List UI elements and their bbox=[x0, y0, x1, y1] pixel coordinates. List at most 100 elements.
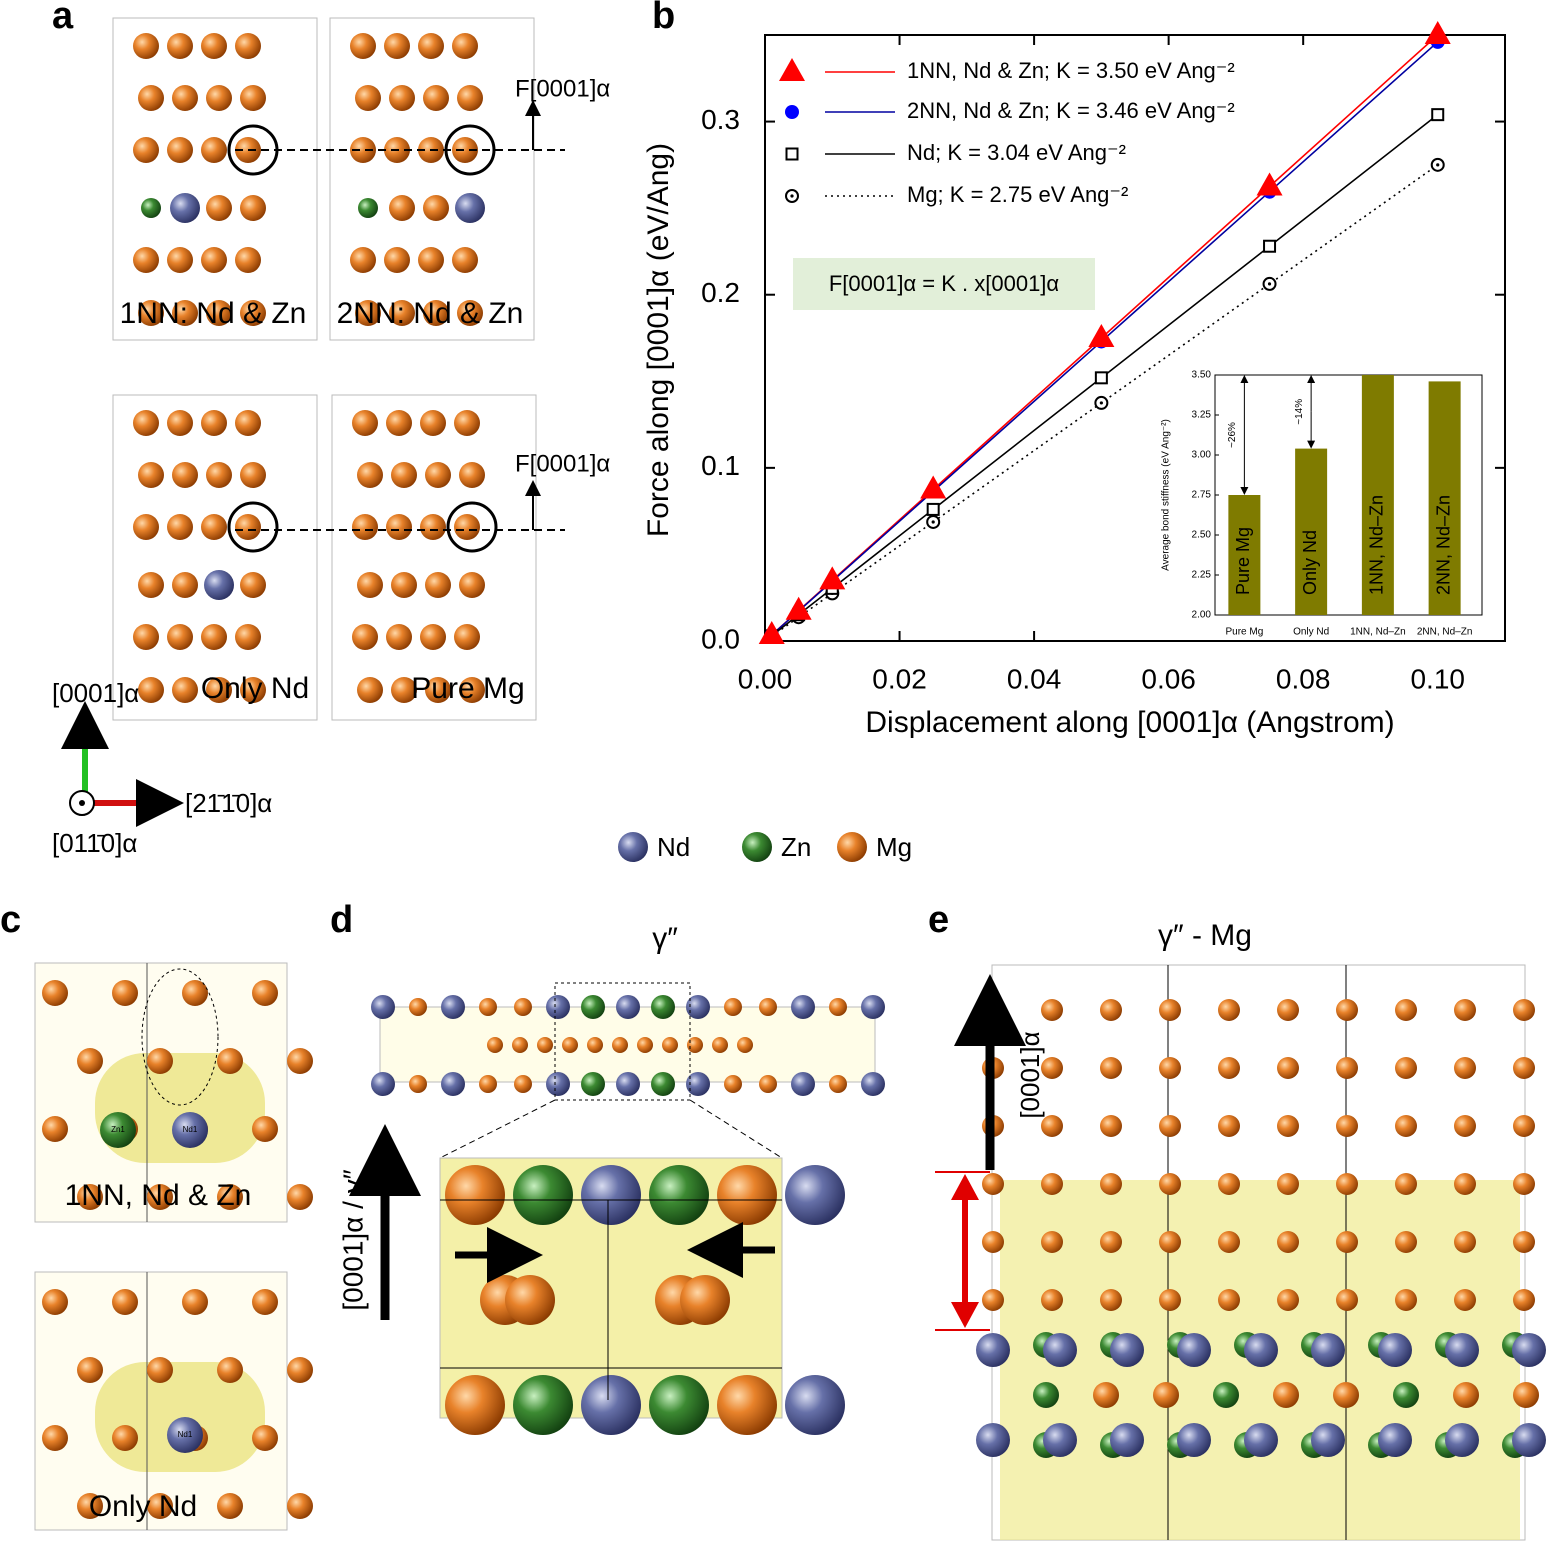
cell-box bbox=[329, 17, 535, 341]
atom bbox=[712, 1037, 728, 1053]
atom bbox=[352, 410, 378, 436]
x-tick-label: 1NN, Nd–Zn bbox=[1350, 627, 1406, 638]
atom bbox=[1273, 1382, 1299, 1408]
atom bbox=[201, 247, 227, 273]
atom bbox=[352, 514, 378, 540]
zoom-frame bbox=[554, 982, 691, 1101]
label: Only Nd bbox=[89, 1490, 197, 1523]
atom bbox=[384, 247, 410, 273]
atom bbox=[167, 410, 193, 436]
atom bbox=[1033, 1382, 1059, 1408]
atom bbox=[357, 677, 383, 703]
atom bbox=[133, 410, 159, 436]
atom bbox=[172, 1112, 208, 1148]
atom bbox=[1336, 1289, 1358, 1311]
atom bbox=[1100, 999, 1122, 1021]
y-tick-label: 0.1 bbox=[701, 450, 740, 481]
atom bbox=[1454, 1173, 1476, 1195]
bar bbox=[1295, 448, 1328, 615]
x-axis-title: Displacement along [0001]α (Angstrom) bbox=[865, 706, 1394, 739]
atom bbox=[612, 1037, 628, 1053]
atom bbox=[651, 1072, 675, 1096]
atom bbox=[167, 33, 193, 59]
atom bbox=[441, 995, 465, 1019]
atom bbox=[1177, 1333, 1211, 1367]
atom bbox=[1218, 1289, 1240, 1311]
highlight-ring bbox=[227, 501, 279, 553]
atom bbox=[1110, 1423, 1144, 1457]
atom bbox=[459, 572, 485, 598]
atom bbox=[455, 193, 485, 223]
legend-label: Mg bbox=[876, 832, 912, 862]
guide-line bbox=[689, 1099, 783, 1159]
atom bbox=[201, 33, 227, 59]
atom bbox=[423, 85, 449, 111]
bar-label: 2NN, Nd–Zn bbox=[1433, 495, 1453, 595]
atom bbox=[138, 462, 164, 488]
atom bbox=[217, 1048, 243, 1074]
atom bbox=[1513, 1173, 1535, 1195]
x-tick-label: 0.04 bbox=[1007, 663, 1062, 694]
atom bbox=[357, 572, 383, 598]
atom bbox=[562, 1037, 578, 1053]
atom bbox=[423, 300, 449, 326]
marker bbox=[926, 502, 940, 516]
atom bbox=[452, 247, 478, 273]
atom bbox=[141, 198, 161, 218]
atom bbox=[172, 677, 198, 703]
legend-marker bbox=[785, 147, 799, 161]
atom bbox=[717, 1165, 777, 1225]
atom bbox=[287, 1493, 313, 1519]
atom bbox=[206, 462, 232, 488]
plot-frame bbox=[764, 34, 1506, 642]
atom bbox=[1041, 999, 1063, 1021]
atom bbox=[1093, 1382, 1119, 1408]
atom bbox=[287, 1184, 313, 1210]
atom bbox=[112, 1289, 138, 1315]
atom bbox=[217, 1184, 243, 1210]
charge-density bbox=[95, 1053, 265, 1163]
x-tick-label: Only Nd bbox=[1293, 627, 1329, 638]
atom bbox=[1395, 1231, 1417, 1253]
atom bbox=[167, 137, 193, 163]
atom bbox=[217, 1493, 243, 1519]
atom-tag: Nd1 bbox=[183, 1125, 198, 1134]
cell-box bbox=[112, 17, 318, 341]
atom bbox=[147, 1493, 173, 1519]
atom bbox=[1041, 1057, 1063, 1079]
annotation: ~26% bbox=[1227, 422, 1238, 448]
annotation: ~14% bbox=[1294, 399, 1305, 425]
atom bbox=[389, 300, 415, 326]
atom bbox=[172, 572, 198, 598]
atom bbox=[459, 462, 485, 488]
atom bbox=[350, 137, 376, 163]
atom-tag: Zn1 bbox=[111, 1125, 125, 1134]
atom bbox=[829, 1075, 847, 1093]
atom bbox=[1277, 999, 1299, 1021]
atom bbox=[724, 1075, 742, 1093]
atom bbox=[837, 832, 867, 862]
inset-y-tick-label: 2.50 bbox=[1192, 530, 1212, 541]
atom bbox=[1453, 1382, 1479, 1408]
atom bbox=[1336, 1057, 1358, 1079]
atom bbox=[1395, 1057, 1417, 1079]
structure-illustrations: 1NN: Nd & Zn 2NN: Nd & Zn Only Nd Pure Mg F[… bbox=[34, 17, 1546, 1541]
atom bbox=[1159, 999, 1181, 1021]
atom bbox=[1311, 1333, 1345, 1367]
atom bbox=[1513, 1115, 1535, 1137]
atom bbox=[77, 1184, 103, 1210]
atom bbox=[418, 247, 444, 273]
atom bbox=[1100, 1231, 1122, 1253]
atom bbox=[1395, 1289, 1417, 1311]
atom bbox=[1100, 1289, 1122, 1311]
atom bbox=[791, 1072, 815, 1096]
legend-label: Mg; K = 2.75 eV Ang⁻² bbox=[907, 182, 1128, 207]
atom bbox=[759, 998, 777, 1016]
atom bbox=[1244, 1423, 1278, 1457]
label: 1NN, Nd & Zn bbox=[65, 1179, 252, 1212]
atom bbox=[172, 462, 198, 488]
atom bbox=[976, 1423, 1010, 1457]
atom bbox=[1454, 1231, 1476, 1253]
atom bbox=[1043, 1333, 1077, 1367]
marker-dot bbox=[931, 520, 935, 524]
